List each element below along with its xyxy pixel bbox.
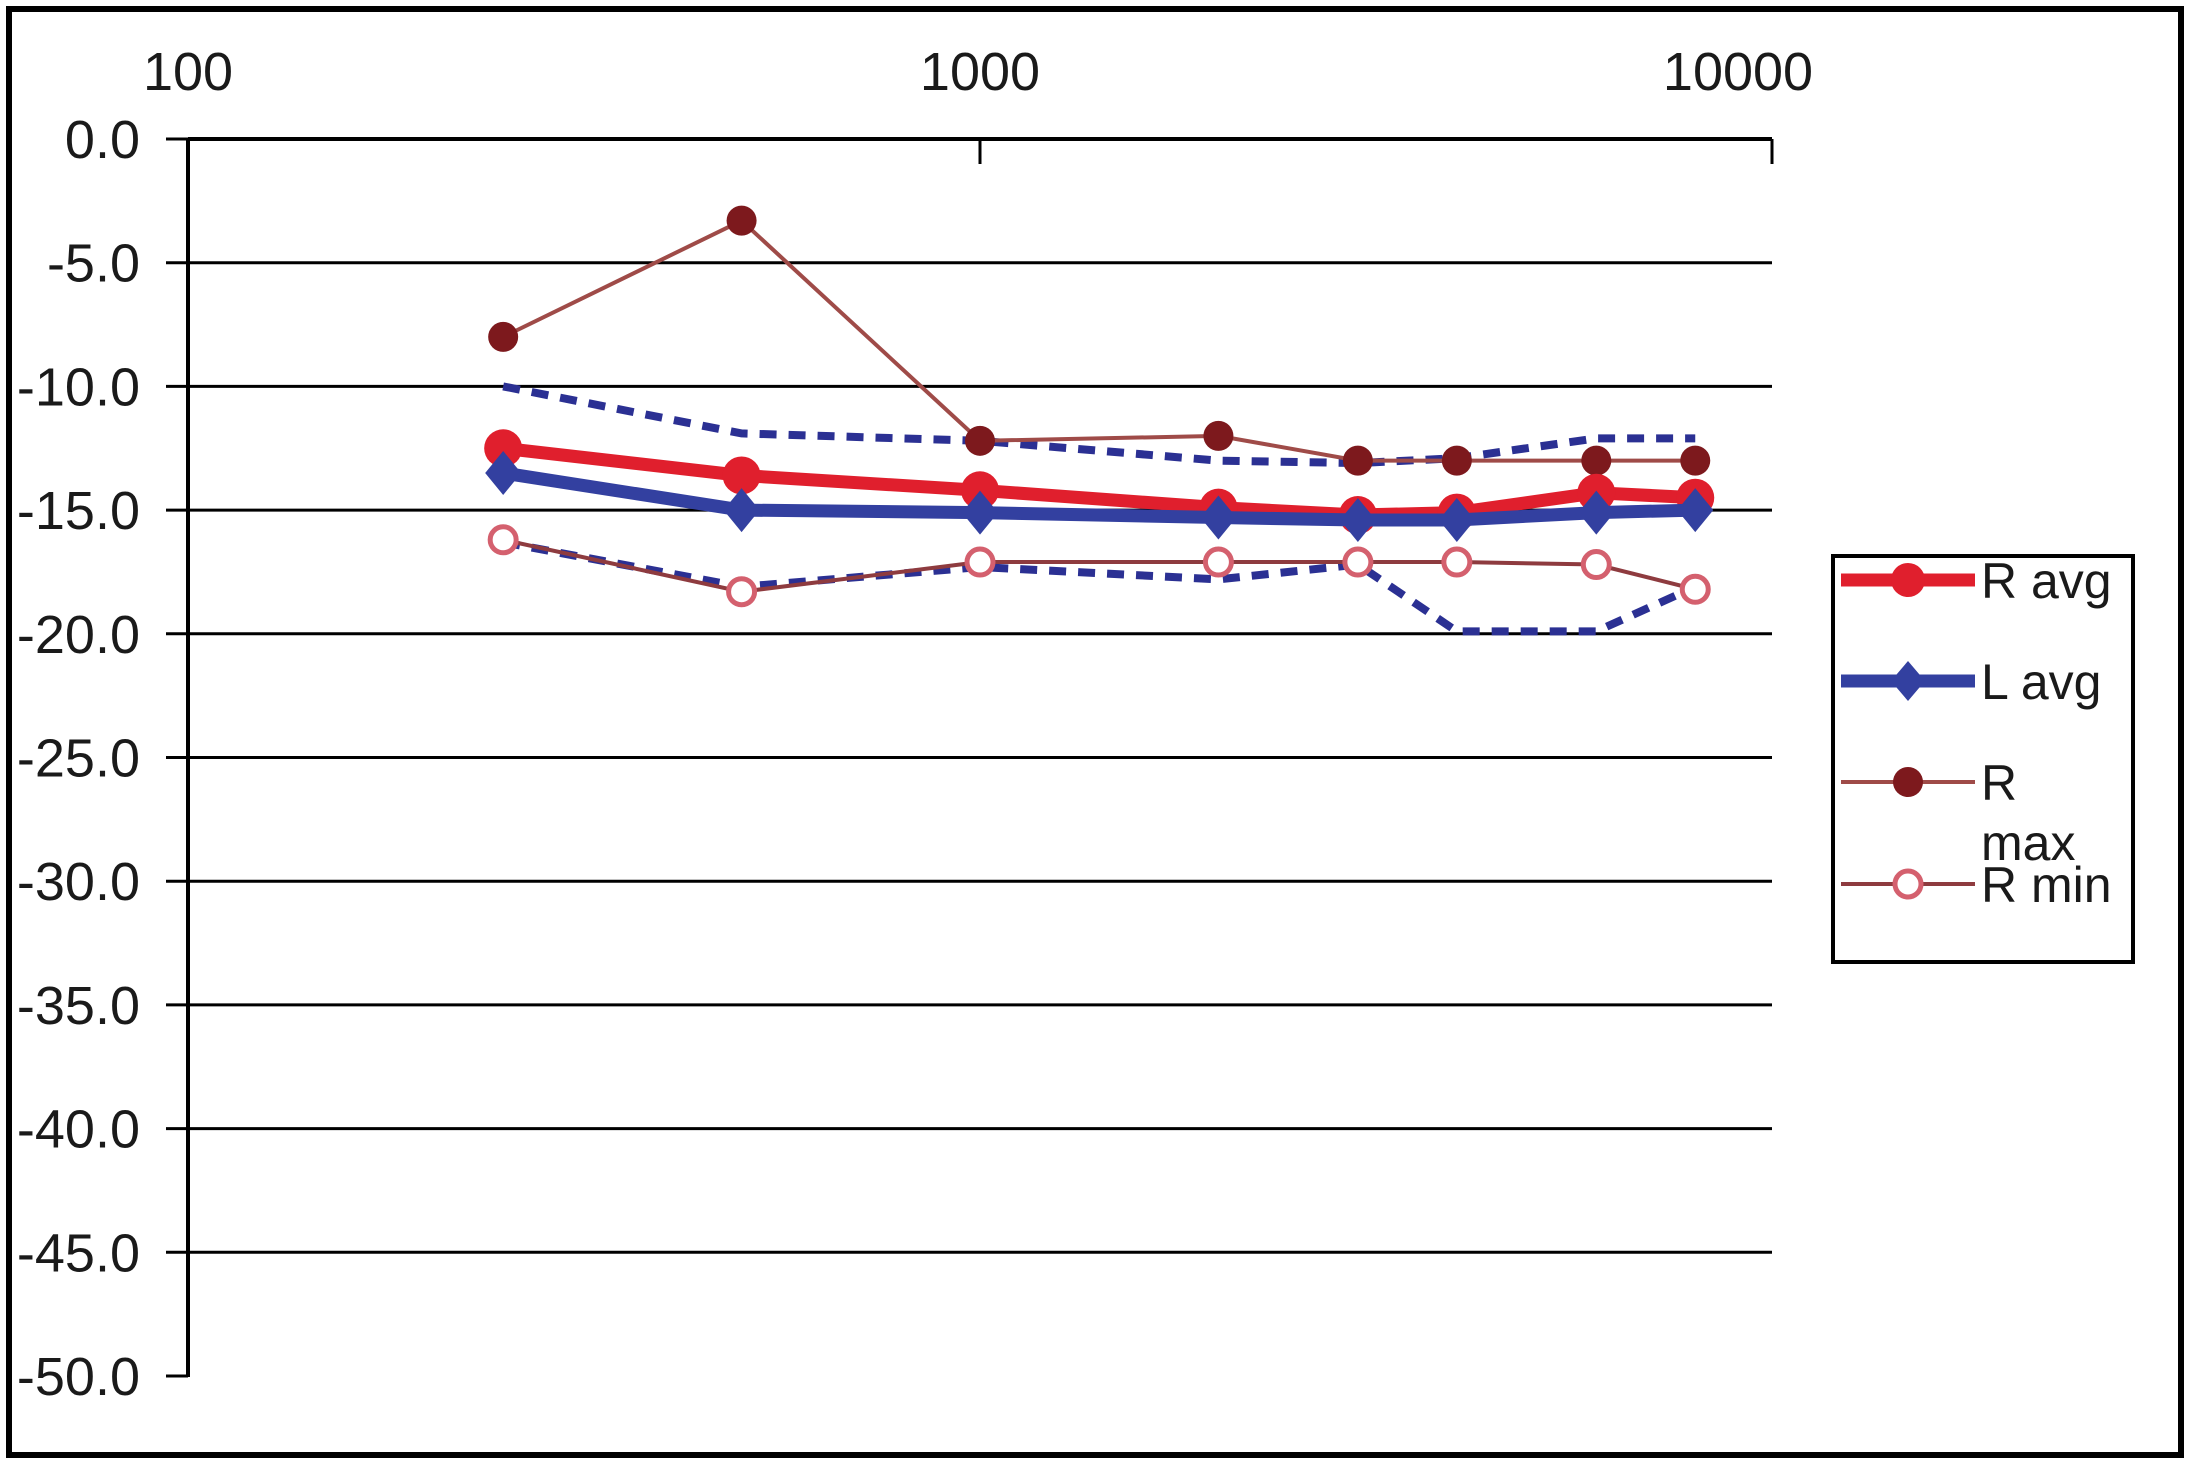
y-tick-label--30.0: -30.0 [17, 852, 140, 912]
axes [186, 139, 1774, 1377]
legend-marker-l-avg [1891, 661, 1925, 701]
point-r-max-2000hz [1203, 420, 1234, 451]
y-tick-label--5.0: -5.0 [47, 234, 140, 294]
legend-sample-l-avg [1841, 661, 1975, 701]
legend-marker-r-avg [1891, 563, 1925, 597]
legend-marker-r-min [1892, 868, 1924, 900]
legend-samples [1841, 563, 1975, 900]
y-tick-label--45.0: -45.0 [17, 1223, 140, 1283]
series-line-r-min [502, 537, 1696, 594]
point-l-avg-1000hz [962, 490, 998, 535]
y-tick-label--40.0: -40.0 [17, 1100, 140, 1160]
point-l-avg-3000hz [1339, 497, 1376, 542]
series-line-l-max [502, 382, 1696, 468]
point-r-max-4000hz [1441, 445, 1472, 476]
x-tick-label-10000: 10000 [1663, 42, 1813, 102]
data-series [484, 205, 1715, 636]
point-l-avg-2000hz [1200, 495, 1237, 540]
series-line-r-max [502, 218, 1696, 463]
legend-label-l-avg: L avg [1981, 654, 2101, 710]
legend-label-r-avg: R avg [1981, 553, 2112, 609]
series-r-min [487, 524, 1711, 608]
series-line-l-avg [502, 466, 1696, 527]
point-l-avg-8000hz [1677, 488, 1714, 533]
point-r-max-6000hz [1581, 445, 1612, 476]
point-r-min-6000hz [1580, 549, 1612, 581]
legend-label-r-max-line2: max [1981, 815, 2075, 871]
point-l-avg-4000hz [1438, 497, 1475, 542]
legend-sample-r-avg [1841, 563, 1975, 597]
y-axis-tick-labels: 0.0 -5.0 -10.0 -15.0 -20.0 -25.0 -30.0 -35.0 -40… [17, 110, 140, 1407]
legend-sample-r-min [1841, 868, 1975, 900]
y-tick-label-0.0: 0.0 [65, 110, 140, 170]
y-tick-label--25.0: -25.0 [17, 729, 140, 789]
legend-label-r-max-line1: R [1981, 755, 2017, 811]
legend-sample-r-max [1841, 767, 1975, 797]
y-tick-label--35.0: -35.0 [17, 976, 140, 1036]
y-tick-label--10.0: -10.0 [17, 357, 140, 417]
series-line-r-avg [502, 441, 1696, 522]
point-r-avg-250hz [484, 429, 523, 468]
point-r-min-3000hz [1342, 546, 1374, 578]
point-r-min-500hz [726, 576, 758, 608]
y-tick-label--15.0: -15.0 [17, 481, 140, 541]
x-axis-tick-labels: 100 1000 10000 [143, 42, 1813, 102]
point-r-max-250hz [488, 321, 519, 352]
legend: R avg L avg R max R min [1831, 553, 2135, 964]
point-r-max-500hz [726, 205, 757, 236]
series-l-max [502, 382, 1696, 468]
point-r-avg-1000hz [961, 471, 999, 510]
point-r-max-1000hz [965, 425, 995, 456]
legend-box [1831, 554, 2135, 964]
point-r-min-1000hz [964, 546, 996, 578]
legend-marker-r-max [1893, 767, 1923, 797]
figure-border [6, 6, 2184, 1458]
series-l-avg [485, 450, 1714, 542]
series-line-l-min [502, 538, 1697, 636]
point-r-avg-500hz [722, 456, 761, 495]
point-l-avg-250hz [485, 450, 522, 495]
y-tick-label--20.0: -20.0 [17, 605, 140, 665]
series-r-max [488, 205, 1711, 476]
point-r-max-8000hz [1680, 445, 1711, 476]
point-r-min-2000hz [1202, 546, 1234, 578]
x-tick-label-100: 100 [143, 42, 233, 102]
legend-label-r-min: R min [1981, 857, 2112, 913]
x-tick-label-1000: 1000 [920, 42, 1040, 102]
y-tick-label--50.0: -50.0 [17, 1347, 140, 1407]
point-r-min-250hz [487, 524, 519, 556]
point-r-min-8000hz [1679, 573, 1711, 605]
point-r-min-4000hz [1441, 546, 1473, 578]
point-l-avg-6000hz [1578, 490, 1615, 535]
series-l-min [502, 538, 1697, 636]
point-r-max-3000hz [1342, 445, 1373, 476]
point-l-avg-500hz [723, 488, 760, 533]
